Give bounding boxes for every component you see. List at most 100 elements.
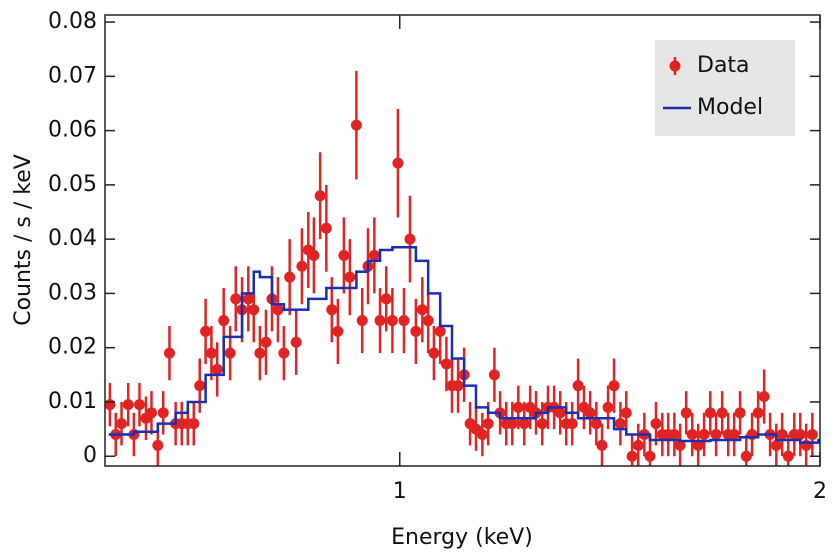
data-point: [284, 271, 296, 283]
data-point: [428, 347, 440, 359]
legend-label: Data: [697, 53, 750, 78]
data-point: [728, 429, 740, 441]
data-point: [374, 315, 386, 327]
data-point: [320, 222, 332, 234]
y-tick-label: 0.06: [48, 118, 97, 143]
data-point: [332, 325, 344, 337]
data-point: [752, 407, 764, 419]
data-point: [122, 399, 134, 411]
data-point: [686, 429, 698, 441]
data-point: [380, 293, 392, 305]
data-point: [404, 233, 416, 245]
legend-marker: [669, 60, 681, 72]
data-point: [350, 119, 362, 131]
data-point: [644, 450, 656, 462]
data-point: [248, 304, 260, 316]
data-point: [105, 399, 116, 411]
data-point: [440, 358, 452, 370]
data-point: [626, 450, 638, 462]
data-point: [680, 407, 692, 419]
data-point: [230, 293, 242, 305]
y-tick-label: 0.04: [48, 226, 97, 251]
data-point: [188, 418, 200, 430]
x-axis-label: Energy (keV): [391, 525, 533, 550]
data-point: [650, 418, 662, 430]
data-point: [356, 315, 368, 327]
data-point: [242, 293, 254, 305]
y-tick-label: 0.02: [48, 335, 97, 360]
data-point: [620, 407, 632, 419]
data-point: [806, 429, 818, 441]
data-point: [452, 380, 464, 392]
data-point: [296, 260, 308, 272]
data-point: [602, 401, 614, 413]
data-point: [152, 439, 164, 451]
data-point: [476, 429, 488, 441]
data-point: [770, 439, 782, 451]
y-tick-label: 0.08: [48, 9, 97, 34]
data-point: [211, 363, 223, 375]
legend-label: Model: [697, 95, 763, 120]
data-point: [740, 450, 752, 462]
data-point: [218, 315, 230, 327]
data-point: [326, 304, 338, 316]
data-point: [338, 249, 350, 261]
data-point: [482, 418, 494, 430]
data-point: [716, 407, 728, 419]
x-tick-label: 1: [393, 479, 407, 504]
data-point: [668, 429, 680, 441]
legend-box: [655, 40, 795, 136]
data-point: [554, 407, 566, 419]
data-point: [314, 190, 326, 202]
data-point: [157, 407, 169, 419]
plot-area: [105, 70, 820, 466]
data-point: [416, 304, 428, 316]
y-tick-label: 0.01: [48, 389, 97, 414]
y-tick-label: 0.07: [48, 63, 97, 88]
data-point: [488, 369, 500, 381]
data-point: [614, 418, 626, 430]
data-point: [710, 429, 722, 441]
data-point: [590, 418, 602, 430]
data-point: [794, 429, 806, 441]
data-point: [596, 439, 608, 451]
y-tick-label: 0.05: [48, 172, 97, 197]
y-tick-label: 0: [83, 443, 97, 468]
data-point: [506, 418, 518, 430]
data-point: [572, 380, 584, 392]
data-point: [205, 347, 217, 359]
data-point: [758, 391, 770, 403]
data-point: [698, 429, 710, 441]
data-point: [308, 249, 320, 261]
data-point: [518, 418, 530, 430]
data-point: [163, 347, 175, 359]
data-point: [734, 407, 746, 419]
data-point: [398, 315, 410, 327]
data-point: [422, 315, 434, 327]
data-point: [116, 418, 128, 430]
data-point: [566, 418, 578, 430]
data-point: [290, 336, 302, 348]
data-point: [133, 399, 145, 411]
data-point: [608, 380, 620, 392]
plot-frame: [104, 14, 821, 467]
data-point: [512, 401, 524, 413]
data-point: [200, 325, 212, 337]
data-point: [704, 407, 716, 419]
data-point: [392, 157, 404, 169]
data-point: [260, 336, 272, 348]
y-axis-label: Counts / s / keV: [11, 154, 36, 326]
data-point: [434, 325, 446, 337]
data-point: [536, 418, 548, 430]
data-point: [776, 429, 788, 441]
data-point: [692, 439, 704, 451]
data-point: [386, 315, 398, 327]
data-point: [584, 407, 596, 419]
data-point: [254, 347, 266, 359]
data-point: [368, 249, 380, 261]
data-point: [674, 439, 686, 451]
data-point: [410, 325, 422, 337]
x-tick-label: 2: [813, 479, 827, 504]
data-point: [782, 450, 794, 462]
